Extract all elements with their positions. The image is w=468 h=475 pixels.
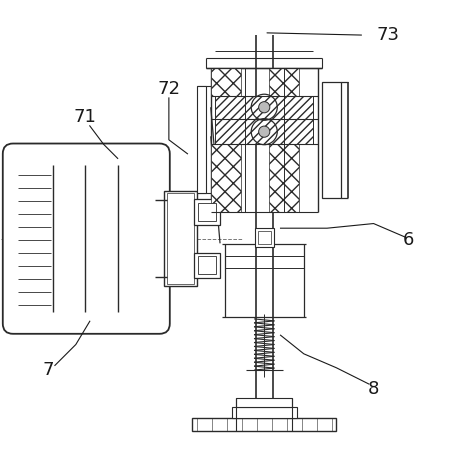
Bar [198, 203, 216, 221]
Text: 73: 73 [376, 26, 399, 44]
Bar [215, 95, 313, 119]
Text: 72: 72 [157, 80, 180, 98]
Bar [198, 256, 216, 275]
Text: 8: 8 [368, 380, 379, 398]
Bar [215, 119, 313, 144]
Bar [197, 86, 206, 193]
Bar [269, 144, 299, 212]
Bar [269, 68, 299, 95]
Bar [192, 418, 336, 430]
Bar [322, 82, 341, 198]
Bar [211, 68, 241, 95]
Circle shape [259, 102, 270, 113]
Bar [164, 191, 197, 286]
Bar [232, 407, 297, 418]
Bar [255, 228, 273, 247]
Text: 7: 7 [42, 361, 54, 379]
Text: 6: 6 [403, 231, 414, 249]
Bar [195, 253, 220, 278]
Bar [236, 398, 292, 407]
Bar [258, 231, 271, 244]
Bar [211, 144, 241, 212]
Circle shape [259, 126, 270, 137]
Bar [195, 199, 220, 225]
Bar [167, 193, 195, 284]
Text: 71: 71 [73, 107, 96, 125]
FancyBboxPatch shape [3, 143, 170, 334]
